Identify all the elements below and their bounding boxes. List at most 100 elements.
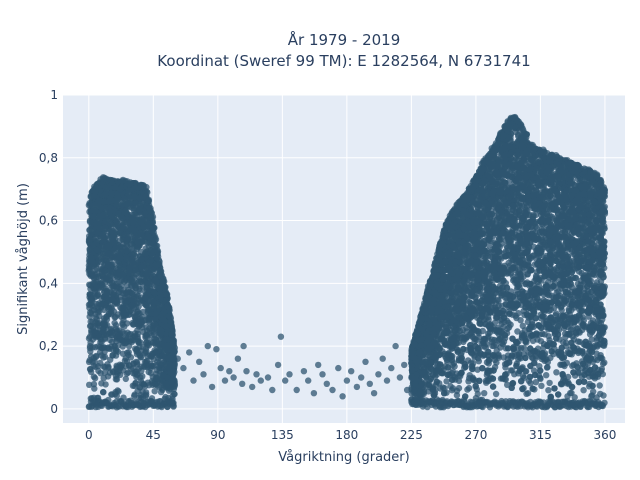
data-point [107, 254, 114, 261]
data-point [87, 322, 95, 329]
data-point [90, 373, 98, 380]
data-point [148, 351, 156, 358]
data-point [119, 223, 127, 231]
data-point [94, 270, 101, 277]
data-point [98, 255, 105, 262]
data-point [93, 352, 100, 360]
data-point [85, 358, 93, 366]
data-point [90, 381, 98, 388]
data-point [167, 386, 174, 393]
data-point [87, 309, 94, 316]
data-point [154, 358, 161, 366]
data-point [152, 310, 159, 317]
data-point [128, 211, 135, 218]
data-point [95, 284, 103, 291]
data-point [108, 311, 115, 318]
data-point [170, 403, 177, 410]
data-point [121, 231, 128, 238]
data-point [152, 236, 160, 243]
data-point [100, 306, 108, 314]
data-point [145, 339, 152, 347]
data-point [93, 246, 100, 254]
data-point [137, 392, 145, 399]
data-point [161, 278, 168, 285]
data-point [113, 338, 120, 345]
data-point [145, 306, 152, 314]
data-point [159, 316, 167, 323]
data-point [100, 388, 107, 396]
data-point [101, 191, 109, 198]
data-point [95, 309, 102, 316]
data-point [137, 248, 144, 255]
data-point [86, 304, 93, 312]
data-point [106, 208, 114, 216]
data-point [143, 267, 150, 274]
data-point [120, 287, 128, 294]
data-point [91, 357, 98, 365]
data-point [121, 357, 129, 364]
data-point [113, 190, 121, 198]
data-point [141, 383, 149, 390]
data-point [104, 361, 111, 368]
data-point [136, 384, 144, 391]
data-point [119, 321, 126, 328]
data-point [157, 326, 164, 333]
data-point [133, 368, 140, 375]
data-point [137, 229, 145, 237]
data-point [102, 267, 109, 275]
data-point [130, 310, 137, 317]
data-point [149, 252, 156, 259]
data-point [165, 355, 173, 362]
data-point [88, 271, 96, 278]
data-point [133, 212, 140, 220]
data-point [92, 234, 99, 241]
data-point [170, 368, 177, 375]
data-point [168, 331, 176, 338]
data-point [100, 375, 107, 382]
data-point [138, 256, 145, 263]
data-point [95, 216, 103, 223]
data-point [137, 201, 144, 208]
data-point [150, 288, 158, 296]
data-point [108, 391, 115, 398]
data-point [114, 221, 122, 228]
data-point [168, 322, 175, 329]
data-point [107, 326, 114, 333]
data-point [96, 225, 103, 232]
data-point [128, 302, 136, 309]
data-point [129, 321, 137, 328]
data-point [91, 280, 98, 287]
data-point [92, 344, 99, 351]
data-point [150, 224, 158, 231]
data-point [107, 221, 115, 228]
data-point [104, 287, 111, 295]
data-point [88, 330, 95, 337]
data-point [129, 259, 136, 266]
data-point [138, 264, 145, 271]
data-point [163, 291, 170, 298]
data-point [170, 342, 177, 349]
data-point [123, 282, 131, 289]
data-point [134, 238, 142, 245]
data-point [110, 233, 117, 240]
data-point [115, 331, 122, 339]
data-point [123, 241, 130, 248]
data-point [104, 345, 111, 352]
data-point [113, 270, 120, 277]
data-point [89, 296, 96, 303]
data-point [139, 373, 146, 380]
data-point [131, 227, 138, 234]
data-point [130, 219, 137, 226]
data-point [168, 378, 175, 385]
data-point [90, 208, 97, 215]
data-point [159, 371, 166, 379]
data-point [130, 231, 138, 239]
data-point [153, 246, 161, 253]
data-point [142, 392, 149, 400]
data-point [142, 345, 150, 352]
data-point [125, 311, 132, 318]
data-point [166, 362, 174, 369]
data-point [127, 354, 135, 361]
data-point [138, 367, 145, 375]
